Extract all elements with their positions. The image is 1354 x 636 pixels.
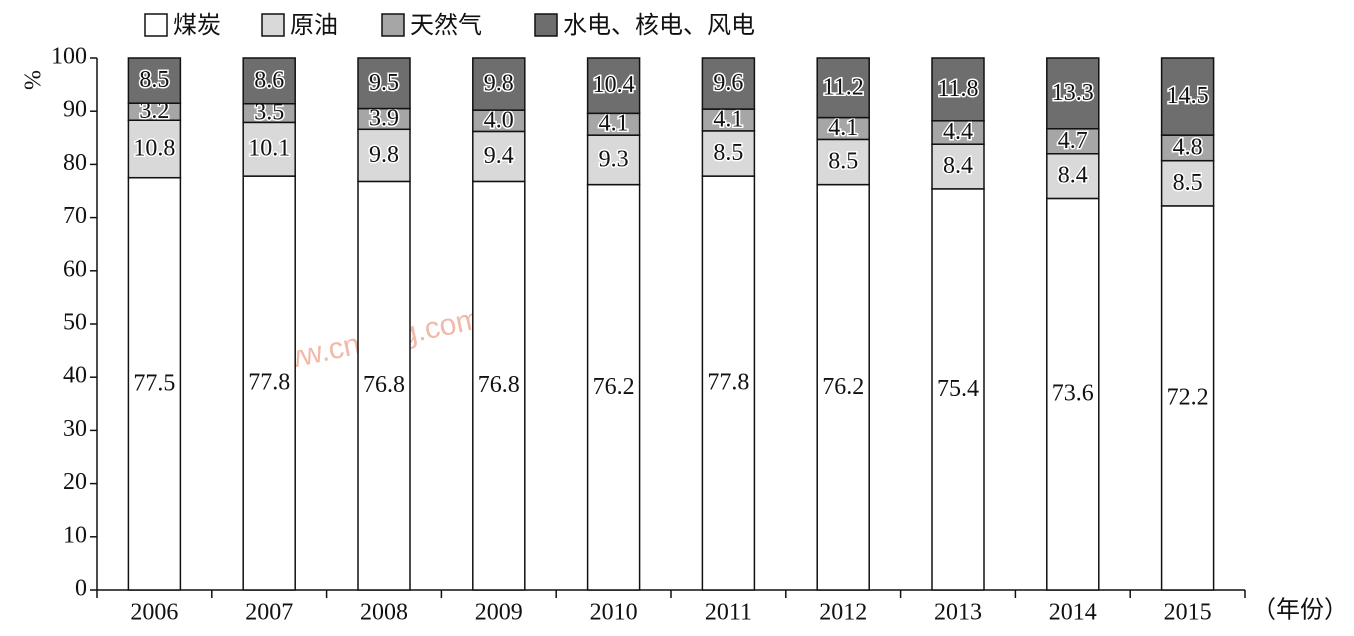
bar-segment	[1046, 57, 1100, 130]
x-tick-label: 2006	[130, 600, 178, 626]
data-label: 77.5	[133, 370, 175, 396]
x-tick-label: 2007	[245, 600, 293, 626]
x-tick-label: 2012	[819, 600, 867, 626]
x-tick-label: 2014	[1049, 600, 1097, 626]
bar-segment	[1160, 205, 1215, 591]
data-label: 4.8	[1173, 134, 1203, 160]
bar-segment	[472, 180, 526, 591]
data-label: 14.5	[1167, 83, 1209, 109]
data-label: 8.4	[943, 153, 973, 179]
bar-segment	[127, 57, 182, 104]
data-label: 9.3	[599, 146, 629, 172]
data-label: 10.1	[248, 136, 290, 162]
bar-segment	[931, 188, 985, 591]
legend-swatch	[534, 13, 558, 37]
y-tick-label: 80	[63, 150, 87, 176]
data-label: 9.8	[484, 71, 514, 97]
bar-segment	[242, 57, 296, 105]
data-label: 8.5	[1173, 170, 1203, 196]
data-label: 4.1	[599, 111, 629, 137]
data-label: 4.0	[484, 107, 514, 133]
data-label: 9.6	[713, 70, 743, 96]
y-tick-label: 20	[63, 469, 87, 495]
bar-segment	[586, 57, 641, 115]
y-tick-label: 50	[63, 310, 87, 336]
x-tick-label: 2015	[1164, 600, 1212, 626]
x-axis-label: （年份）	[1252, 597, 1348, 624]
legend-label: 天然气	[410, 11, 482, 39]
data-label: 10.4	[593, 72, 635, 98]
y-tick-label: 100	[51, 44, 87, 70]
bar-segment	[931, 143, 985, 190]
bar-segment	[816, 183, 870, 591]
y-tick-label: 10	[63, 522, 87, 548]
bar-segment	[701, 175, 756, 591]
y-axis-label: %	[18, 70, 44, 90]
bar-segment	[1160, 159, 1215, 207]
x-tick-label: 2009	[475, 600, 523, 626]
x-tick-label: 2011	[705, 600, 752, 626]
bar-segment	[242, 175, 296, 591]
data-label: 8.5	[828, 149, 858, 175]
data-label: 8.4	[1058, 163, 1088, 189]
data-label: 76.2	[593, 374, 635, 400]
y-tick-label: 60	[63, 256, 87, 282]
legend-swatch	[261, 13, 285, 37]
bar-segment	[357, 180, 411, 591]
y-tick-label: 0	[75, 576, 87, 602]
bar-segment	[816, 57, 870, 119]
bar-segment	[127, 176, 182, 591]
data-label: 73.6	[1052, 381, 1094, 407]
legend-swatch	[144, 13, 168, 37]
data-label: 77.8	[248, 370, 290, 396]
data-label: 76.8	[363, 372, 405, 398]
x-tick-label: 2008	[360, 600, 408, 626]
bar-segment	[242, 121, 296, 177]
data-label: 4.1	[713, 106, 743, 132]
data-label: 3.9	[369, 105, 399, 131]
data-label: 9.8	[369, 142, 399, 168]
bar-segment	[701, 57, 756, 110]
data-label: 8.5	[713, 140, 743, 166]
data-label: 8.5	[139, 67, 169, 93]
bar-segment	[586, 134, 641, 186]
y-tick-label: 90	[63, 97, 87, 123]
data-label: 4.1	[828, 115, 858, 141]
bar-segment	[127, 119, 182, 179]
data-label: 72.2	[1167, 384, 1209, 410]
bar-segment	[1046, 128, 1100, 155]
legend-label: 水电、核电、风电	[563, 11, 755, 39]
bar-segment	[1160, 57, 1215, 136]
data-label: 75.4	[937, 376, 979, 402]
bar-segment	[472, 57, 526, 111]
bar-segment	[472, 130, 526, 183]
data-label: 76.8	[478, 372, 520, 398]
data-label: 8.6	[254, 67, 284, 93]
y-tick-label: 70	[63, 203, 87, 229]
bar-segment	[816, 138, 870, 186]
data-label: 10.8	[133, 135, 175, 161]
data-label: 77.8	[707, 370, 749, 396]
data-label: 9.4	[484, 143, 514, 169]
legend-swatch	[381, 13, 405, 37]
bar-segment	[1046, 153, 1100, 200]
x-tick-label: 2013	[934, 600, 982, 626]
data-label: 9.5	[369, 70, 399, 96]
bar-segment	[701, 130, 756, 177]
data-label: 13.3	[1052, 80, 1094, 106]
data-label: 4.7	[1058, 128, 1088, 154]
legend-label: 原油	[290, 11, 338, 39]
bar-segment	[357, 57, 411, 110]
bar-segment	[586, 183, 641, 591]
data-label: 4.4	[943, 119, 973, 145]
legend-label: 煤炭	[173, 11, 221, 39]
y-tick-label: 30	[63, 416, 87, 442]
bar-segment	[931, 57, 985, 122]
data-label: 76.2	[822, 374, 864, 400]
data-label: 11.8	[937, 76, 978, 102]
x-tick-label: 2010	[590, 600, 638, 626]
data-label: 11.2	[823, 74, 864, 100]
y-tick-label: 40	[63, 363, 87, 389]
